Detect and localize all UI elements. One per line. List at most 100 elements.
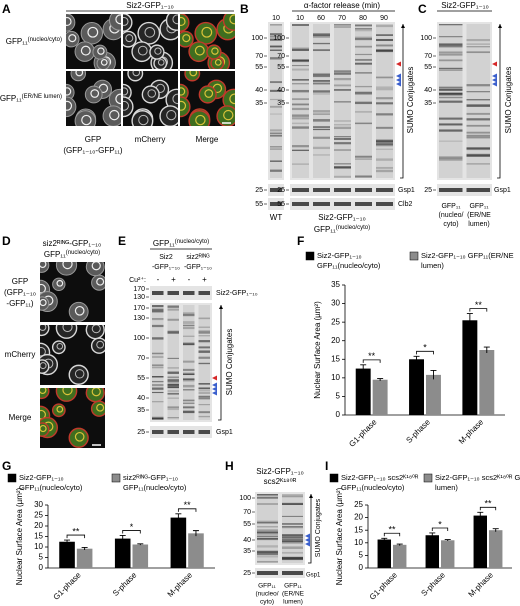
nucleus xyxy=(62,262,73,270)
band xyxy=(313,202,330,206)
band xyxy=(257,496,278,498)
cell xyxy=(102,105,121,126)
band xyxy=(439,35,463,38)
band xyxy=(334,175,351,178)
bar xyxy=(473,515,487,568)
y-axis-label: Nuclear Surface Area (µm²) xyxy=(15,487,24,585)
y-tick-label: 20 xyxy=(354,513,363,522)
y-tick-label: 20 xyxy=(331,336,340,345)
band xyxy=(313,49,330,52)
band xyxy=(257,494,278,496)
nucleus xyxy=(96,340,105,349)
band xyxy=(183,402,195,404)
marker-label: 100 xyxy=(133,335,145,342)
band xyxy=(198,411,210,413)
cell xyxy=(85,262,105,277)
error-bar xyxy=(192,530,199,537)
marker-label: 40 xyxy=(137,395,145,402)
band xyxy=(313,110,330,113)
band xyxy=(167,417,179,419)
header: GFP₁₁(nucleo/cyto) xyxy=(153,239,209,249)
lane-label: GFP₁₁ xyxy=(258,583,277,590)
treatment-sign: + xyxy=(202,275,207,284)
band xyxy=(257,545,278,548)
bar xyxy=(372,379,388,415)
marker-label: 100 xyxy=(239,495,251,502)
y-tick-label: 10 xyxy=(34,542,43,551)
lane-label: cyto) xyxy=(260,599,274,606)
nucleus xyxy=(96,403,105,412)
band xyxy=(167,330,179,332)
header: α-factor release (min) xyxy=(304,1,381,10)
band xyxy=(257,503,278,505)
band xyxy=(466,91,490,93)
band xyxy=(152,318,164,321)
cell xyxy=(123,30,137,48)
x-tick-label: S-phase xyxy=(111,570,139,598)
cell xyxy=(85,325,105,340)
label-sup: (nucleo/cyto) xyxy=(175,239,209,245)
band xyxy=(439,100,463,103)
cells xyxy=(123,14,178,69)
nucleus xyxy=(66,87,72,96)
lane-smear xyxy=(152,305,164,420)
band xyxy=(270,135,282,137)
band xyxy=(270,170,282,172)
band xyxy=(282,495,303,498)
band xyxy=(313,72,330,76)
band xyxy=(282,503,303,505)
band xyxy=(257,522,278,524)
nucleus xyxy=(74,369,85,379)
bracket xyxy=(218,305,222,421)
band xyxy=(282,536,303,539)
band xyxy=(355,91,372,94)
band xyxy=(376,158,393,161)
cell xyxy=(194,21,218,45)
panel-label: B xyxy=(240,2,249,16)
band xyxy=(292,126,309,129)
legend-line: siz2ᴿᴵᴺᴳ-GFP₁₋₁₀ xyxy=(123,473,178,482)
nucleus xyxy=(40,346,46,357)
row-label: -GFP₁₁) xyxy=(6,299,34,308)
band xyxy=(167,378,179,381)
band xyxy=(313,126,330,128)
lane-smear xyxy=(270,24,282,178)
band xyxy=(183,343,195,346)
y-tick-label: 30 xyxy=(34,500,43,509)
band xyxy=(292,107,309,111)
marker-label: 35 xyxy=(277,100,285,107)
marker-label: 100 xyxy=(420,35,432,42)
error-bar xyxy=(377,378,384,381)
band xyxy=(355,92,372,95)
cell xyxy=(149,44,165,60)
band xyxy=(167,390,179,393)
y-tick-label: 25 xyxy=(34,511,43,520)
nucleus xyxy=(223,109,234,121)
treatment-sign: - xyxy=(188,275,191,284)
lane-smear xyxy=(313,24,330,178)
band xyxy=(198,404,210,406)
significance-bracket xyxy=(416,350,434,355)
band xyxy=(152,308,164,312)
marker-label: 35 xyxy=(243,548,251,555)
band xyxy=(282,534,303,537)
band xyxy=(376,169,393,173)
band xyxy=(167,308,179,311)
nucleus xyxy=(125,34,134,43)
band xyxy=(355,53,372,56)
band xyxy=(292,117,309,120)
band xyxy=(439,53,463,56)
band xyxy=(167,357,179,359)
error-bar xyxy=(483,346,490,353)
marker-label: 130 xyxy=(133,315,145,322)
legend-swatch xyxy=(423,473,433,483)
lane-label: 10 xyxy=(272,15,280,22)
error-bar xyxy=(396,543,403,546)
bar xyxy=(462,320,478,415)
band xyxy=(183,368,195,371)
band xyxy=(313,90,330,93)
nucleus xyxy=(229,93,235,105)
band xyxy=(282,526,303,529)
band xyxy=(257,560,278,563)
legend-label: siz2ᴿᴵᴺᴳ-GFP₁₋₁₀ GFP₁₁(nucleo/cyto) xyxy=(123,473,187,492)
